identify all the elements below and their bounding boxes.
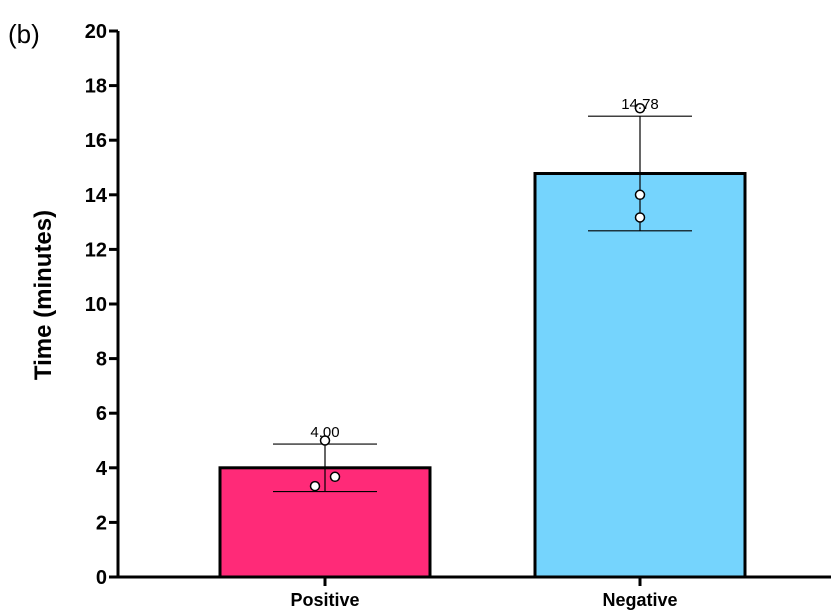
value-label: 14.78 <box>621 96 659 113</box>
x-tick-label: Negative <box>602 590 677 610</box>
y-tick-label: 0 <box>96 567 107 589</box>
y-tick-label: 14 <box>85 185 108 207</box>
y-tick-label: 16 <box>85 130 107 152</box>
x-tick-label: Positive <box>290 590 359 610</box>
panel-label: (b) <box>8 19 40 49</box>
y-axis: 0 2 4 6 8 10 12 14 16 18 20 <box>85 21 120 589</box>
value-label: 4.00 <box>310 424 339 441</box>
data-point <box>319 435 331 446</box>
data-point <box>329 471 341 483</box>
y-axis-title: Time (minutes) <box>30 210 57 380</box>
data-point <box>634 103 646 114</box>
y-tick-label: 18 <box>85 76 107 98</box>
y-tick-label: 20 <box>85 21 107 43</box>
y-tick-label: 6 <box>96 403 107 425</box>
value-labels: 4.00 14.78 <box>310 96 658 441</box>
y-tick-label: 2 <box>96 512 107 534</box>
error-bars <box>273 115 692 493</box>
data-point <box>634 212 646 223</box>
y-tick-label: 12 <box>85 239 107 261</box>
y-tick-label: 4 <box>96 458 108 480</box>
data-point <box>309 480 321 492</box>
y-tick-label: 8 <box>96 349 107 371</box>
y-tick-label: 10 <box>85 294 107 316</box>
x-axis: Positive Negative <box>116 575 831 610</box>
data-points <box>309 103 646 492</box>
data-point <box>634 189 646 201</box>
bars <box>218 172 747 579</box>
bar-negative <box>533 172 747 579</box>
